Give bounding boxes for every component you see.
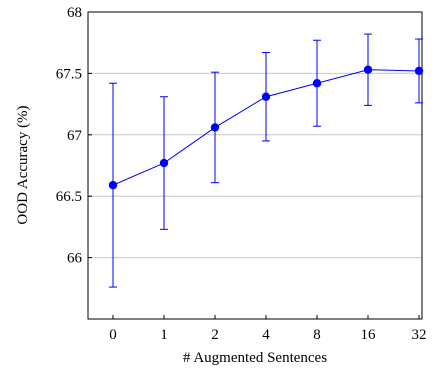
data-point [210,123,220,132]
data-point [108,180,118,190]
data-point [312,79,322,88]
x-tick-label: 0 [109,327,117,343]
y-axis: 66 66.5 67 67.5 68 [56,5,92,267]
y-tick-label: 66 [67,251,83,267]
series [108,33,424,288]
grid-lines [88,72,422,259]
x-tick-label: 32 [412,327,427,343]
data-point [261,92,271,101]
y-tick-label: 66.5 [56,189,82,205]
x-tick-label: 8 [313,327,321,343]
x-tick-label: 4 [262,327,270,343]
x-axis: 0 1 2 4 8 16 32 [109,315,427,343]
y-tick-label: 68 [67,5,82,21]
y-tick-label: 67.5 [56,66,82,82]
x-tick-label: 1 [160,327,168,343]
y-axis-label: OOD Accuracy (%) [15,105,31,224]
x-tick-label: 16 [361,327,377,343]
y-tick-label: 67 [67,128,83,144]
data-point [363,65,373,74]
plot-area-border [87,11,423,320]
x-axis-label: # Augmented Sentences [183,350,327,366]
data-point [414,66,424,76]
data-point [159,158,169,168]
plot-frame [87,11,423,320]
x-tick-label: 2 [211,327,219,343]
